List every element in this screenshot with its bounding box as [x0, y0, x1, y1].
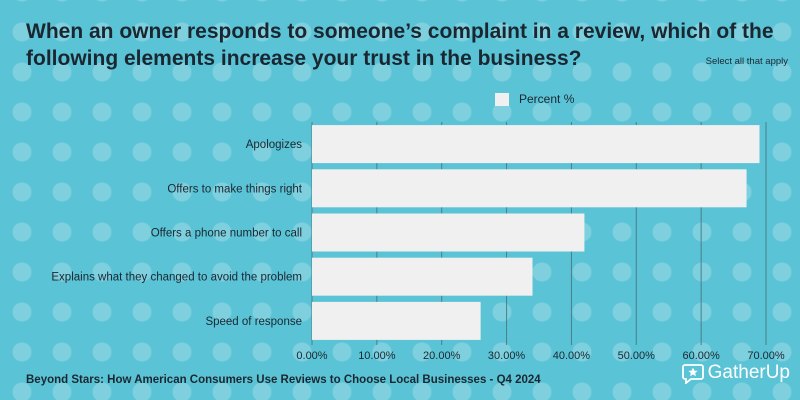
x-tick-label: 10.00%: [358, 350, 396, 362]
chart-subtitle: Select all that apply: [705, 56, 788, 67]
category-label: Speed of response: [205, 316, 302, 328]
x-tick-label: 20.00%: [423, 350, 461, 362]
x-tick-label: 60.00%: [682, 350, 720, 362]
bar: [312, 301, 481, 340]
legend-swatch: [495, 92, 509, 106]
bar: [312, 257, 533, 296]
bar: [312, 125, 760, 164]
bar: [312, 213, 585, 252]
x-tick-label: 70.00%: [747, 350, 785, 362]
brand-logo: GatherUp: [681, 362, 790, 384]
brand-name: GatherUp: [707, 362, 790, 383]
category-label: Offers to make things right: [167, 183, 302, 195]
bar: [312, 169, 747, 208]
category-label: Offers a phone number to call: [151, 228, 302, 240]
chart-title: When an owner responds to someone’s comp…: [26, 20, 774, 70]
x-tick-label: 0.00%: [296, 350, 327, 362]
x-tick-label: 40.00%: [553, 350, 591, 362]
category-label: Apologizes: [246, 139, 303, 151]
x-tick-label: 50.00%: [618, 350, 656, 362]
brand-star-icon: [681, 364, 704, 384]
footer-source: Beyond Stars: How American Consumers Use…: [26, 374, 541, 386]
legend: Percent %: [495, 92, 574, 106]
x-tick-label: 30.00%: [488, 350, 526, 362]
category-label: Explains what they changed to avoid the …: [51, 272, 302, 284]
legend-label: Percent %: [519, 92, 575, 106]
